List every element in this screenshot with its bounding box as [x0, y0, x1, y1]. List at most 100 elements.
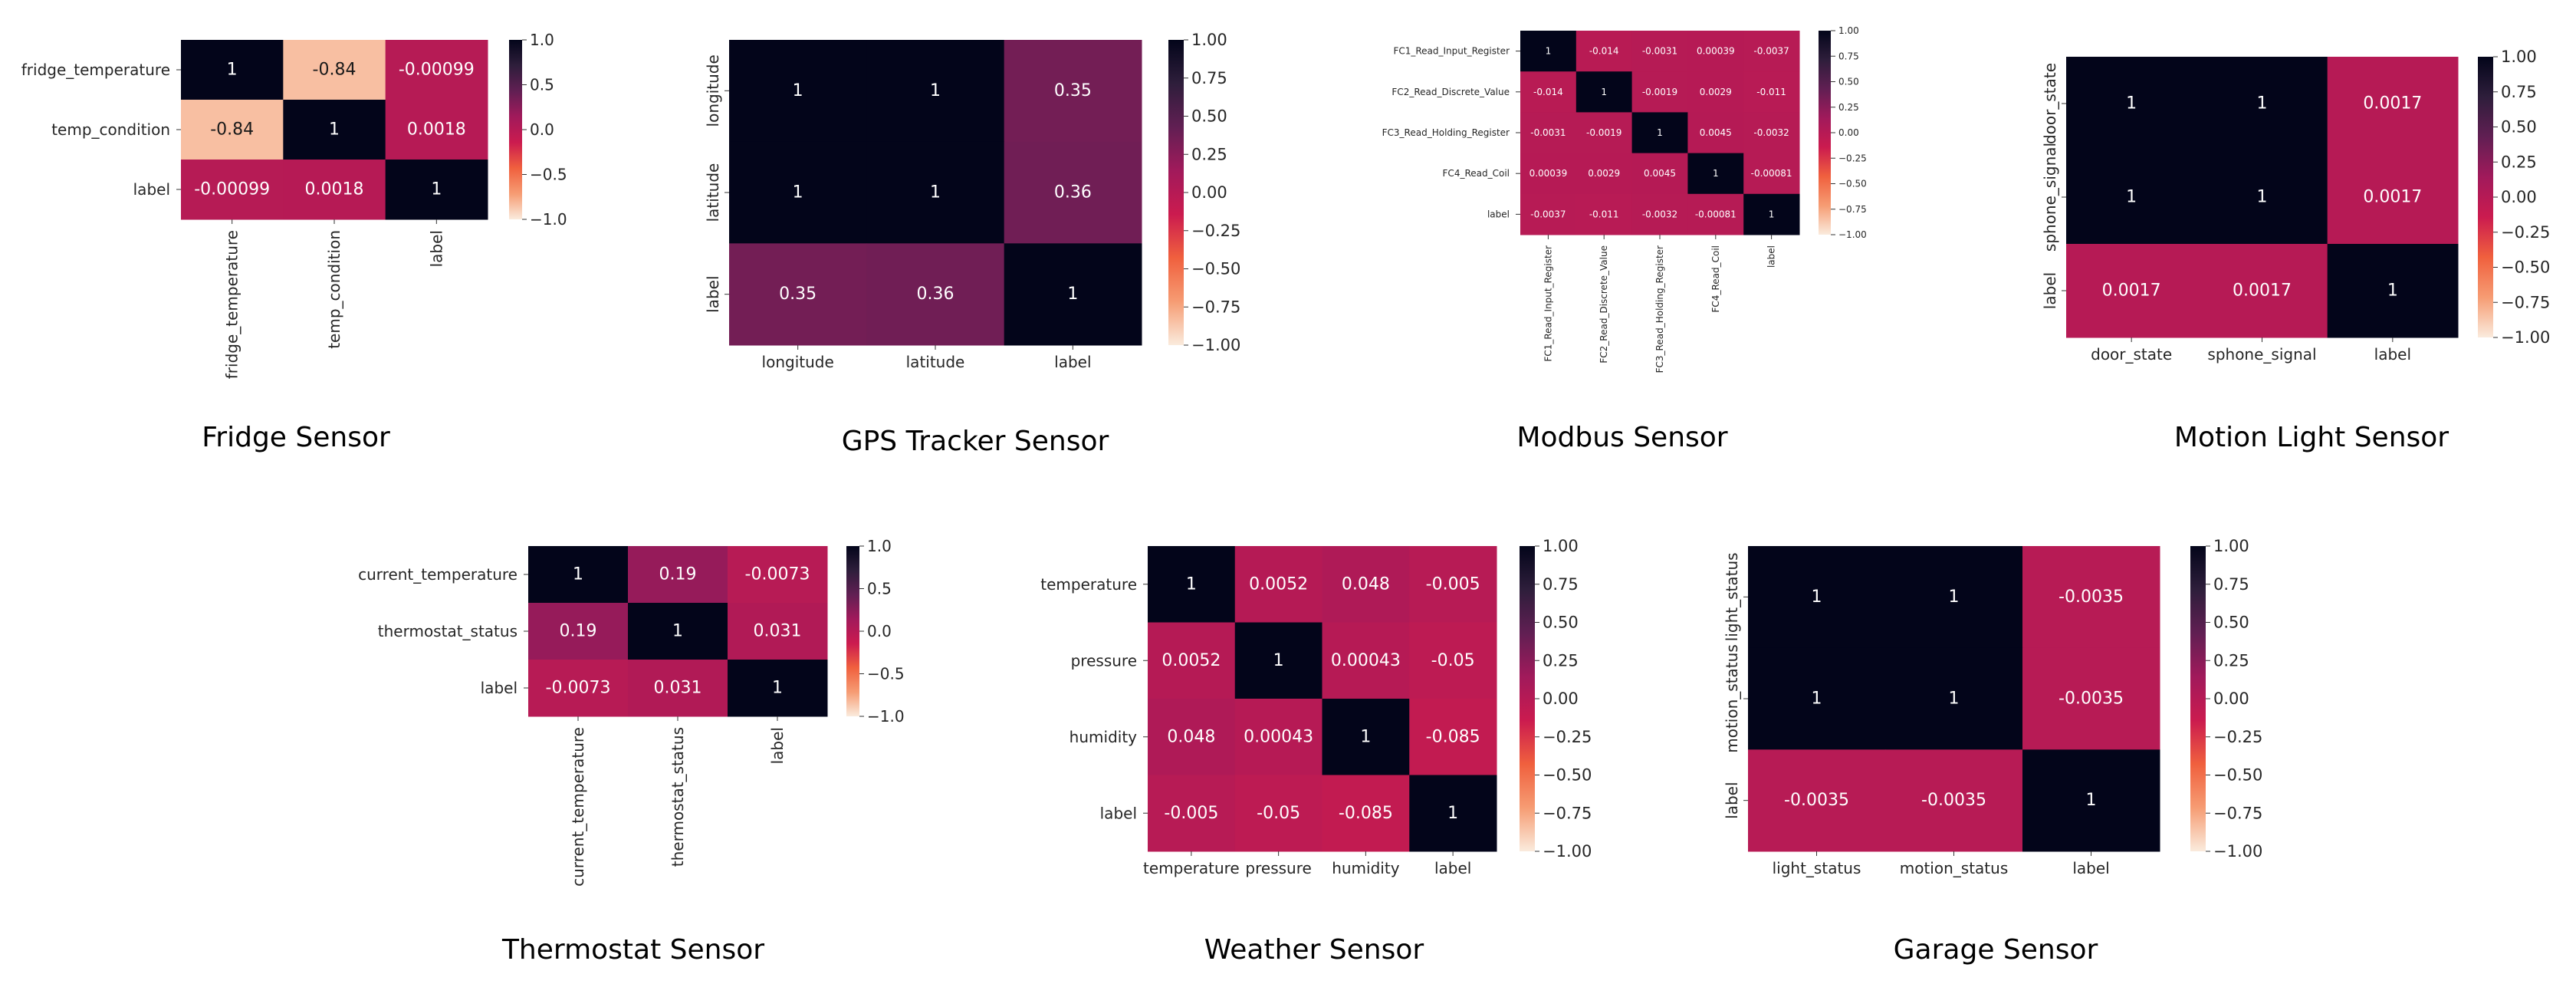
row-label: label	[133, 180, 170, 199]
cell-label: 1	[1713, 168, 1719, 179]
colorbar-tick-label: 1.00	[1191, 31, 1227, 49]
heatmap-cell	[181, 100, 284, 160]
heatmap-cell	[1409, 775, 1497, 852]
heatmap-cell	[1748, 647, 1886, 750]
row-label: sphone_signal	[2041, 143, 2059, 252]
heatmap-cell	[1576, 31, 1633, 72]
colorbar-tick-label: 0.00	[2501, 188, 2537, 206]
cell-label: 1	[772, 679, 783, 698]
heatmap-cell	[2066, 150, 2197, 245]
cell-label: 1	[1769, 209, 1775, 219]
cell-label: -0.011	[1589, 209, 1619, 219]
col-label: FC4_Read_Coil	[1710, 245, 1721, 312]
row-label: thermostat_status	[378, 622, 518, 640]
row-label: label	[1487, 209, 1510, 219]
colorbar-tick-label: −1.0	[867, 707, 905, 726]
cell-label: 0.048	[1342, 574, 1390, 594]
heatmap-cell	[1409, 699, 1497, 775]
colorbar-tick-label: 0.75	[2213, 575, 2249, 594]
heatmap-cell	[2327, 57, 2459, 151]
colorbar-tick-label: 0.50	[1838, 77, 1859, 87]
cell-label: 0.0045	[1700, 127, 1732, 138]
heatmap-cell	[1520, 112, 1577, 154]
cell-label: 0.0017	[2363, 94, 2422, 114]
row-label: FC1_Read_Input_Register	[1393, 46, 1510, 57]
row-label: label	[704, 275, 722, 312]
colorbar-tick-label: −0.75	[2213, 804, 2262, 822]
colorbar-tick-label: −0.50	[2213, 766, 2262, 785]
col-label: longitude	[762, 353, 834, 371]
col-label: temp_condition	[325, 230, 343, 349]
colorbar-tick-label: 0.0	[530, 120, 554, 139]
colorbar-tick-label: −0.50	[2501, 258, 2550, 277]
heatmap-0: 1 -0.84 -0.00099 -0.84 1 0.0018 -0.00099 0.0018…	[21, 31, 567, 379]
colorbar-tick-label: 1.00	[2213, 537, 2249, 555]
cell-label: 0.00043	[1244, 727, 1313, 746]
heatmap-cell	[1631, 71, 1688, 113]
colorbar-tick-label: 0.25	[2213, 651, 2249, 670]
colorbar-tick-label: −1.0	[530, 210, 567, 229]
heatmap-cell	[385, 160, 488, 220]
col-label: label	[1434, 859, 1471, 877]
cell-label: -0.05	[1257, 804, 1300, 823]
cell-label: 1	[1067, 285, 1078, 304]
col-label: FC3_Read_Holding_Register	[1654, 245, 1665, 373]
heatmap-cell	[1743, 112, 1800, 154]
colorbar-tick-label: 0.50	[1191, 107, 1227, 126]
col-label: pressure	[1245, 859, 1311, 877]
heatmap-cell	[1743, 153, 1800, 195]
colorbar-tick-label: 0.75	[1191, 69, 1227, 87]
cell-label: -0.00081	[1751, 168, 1792, 179]
colorbar-tick-label: −0.5	[530, 166, 567, 184]
cell-label: 0.00039	[1697, 46, 1735, 57]
cell-label: 1	[2126, 188, 2137, 207]
panel-title-thermostat: Thermostat Sensor	[501, 934, 765, 966]
panel-title-fridge: Fridge Sensor	[202, 422, 390, 453]
cell-label: -0.0032	[1642, 209, 1677, 219]
colorbar-tick-label: 0.5	[867, 580, 892, 598]
row-label: temperature	[1040, 575, 1137, 594]
cell-label: -0.0037	[1530, 209, 1566, 219]
cell-label: -0.0031	[1642, 46, 1677, 57]
colorbar-tick-label: −0.75	[1191, 298, 1240, 316]
colorbar-tick-label: 0.25	[2501, 153, 2537, 171]
colorbar-tick-label: −1.00	[1191, 336, 1240, 354]
cell-label: 0.35	[779, 285, 816, 304]
cell-label: 1	[1949, 587, 1960, 607]
heatmap-cell	[1687, 71, 1744, 113]
row-label: label	[481, 679, 518, 697]
colorbar	[1819, 31, 1831, 235]
row-label: label	[1100, 804, 1137, 822]
heatmap-cell	[1687, 31, 1744, 72]
cell-label: 0.0018	[305, 180, 364, 199]
cell-label: 1	[1360, 727, 1371, 746]
col-label: current_temperature	[569, 727, 587, 887]
cell-label: -0.0037	[1753, 46, 1789, 57]
heatmap-cell	[628, 660, 728, 717]
col-label: FC2_Read_Discrete_Value	[1598, 245, 1609, 364]
col-label: motion_status	[1900, 859, 2008, 877]
cell-label: -0.0031	[1530, 127, 1566, 138]
colorbar-tick-label: 1.00	[1543, 537, 1579, 555]
cell-label: -0.005	[1164, 804, 1218, 823]
cell-label: -0.84	[313, 61, 356, 80]
cell-label: 0.0052	[1162, 651, 1221, 670]
col-label: label	[1766, 245, 1777, 268]
row-label: door_state	[2041, 63, 2059, 144]
col-label: thermostat_status	[669, 727, 687, 867]
heatmap-cell	[1631, 193, 1688, 235]
heatmap-cell	[1234, 546, 1322, 623]
cell-label: -0.085	[1339, 804, 1393, 823]
colorbar-tick-label: 0.25	[1838, 102, 1859, 113]
cell-label: -0.0073	[546, 679, 611, 698]
heatmap-cell	[2196, 244, 2328, 338]
heatmap-cell	[1631, 112, 1688, 154]
heatmap-cell	[866, 40, 1005, 143]
cell-label: 1	[1812, 587, 1822, 607]
cell-label: 0.0045	[1644, 168, 1676, 179]
colorbar-tick-label: 0.25	[1543, 651, 1579, 670]
colorbar-tick-label: −0.75	[1543, 804, 1592, 822]
col-label: light_status	[1773, 859, 1861, 877]
heatmap-cell	[1322, 775, 1410, 852]
